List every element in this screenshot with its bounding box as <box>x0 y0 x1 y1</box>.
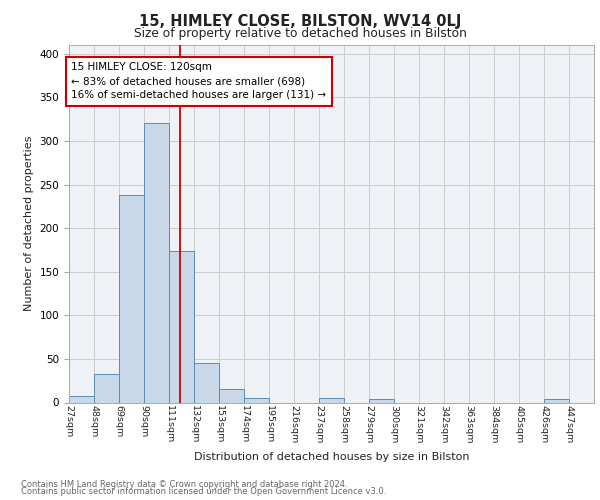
Bar <box>370 399 394 402</box>
Bar <box>70 396 94 402</box>
Y-axis label: Number of detached properties: Number of detached properties <box>24 136 34 312</box>
Text: Contains public sector information licensed under the Open Government Licence v3: Contains public sector information licen… <box>21 488 386 496</box>
Bar <box>194 364 218 403</box>
X-axis label: Distribution of detached houses by size in Bilston: Distribution of detached houses by size … <box>194 452 469 462</box>
Bar <box>119 195 143 402</box>
Bar <box>169 251 194 402</box>
Text: Contains HM Land Registry data © Crown copyright and database right 2024.: Contains HM Land Registry data © Crown c… <box>21 480 347 489</box>
Bar <box>544 399 569 402</box>
Text: Size of property relative to detached houses in Bilston: Size of property relative to detached ho… <box>134 28 466 40</box>
Bar <box>94 374 119 402</box>
Bar <box>319 398 344 402</box>
Bar <box>244 398 269 402</box>
Bar <box>220 388 244 402</box>
Text: 15, HIMLEY CLOSE, BILSTON, WV14 0LJ: 15, HIMLEY CLOSE, BILSTON, WV14 0LJ <box>139 14 461 29</box>
Bar <box>145 122 169 402</box>
Text: 15 HIMLEY CLOSE: 120sqm
← 83% of detached houses are smaller (698)
16% of semi-d: 15 HIMLEY CLOSE: 120sqm ← 83% of detache… <box>71 62 326 100</box>
